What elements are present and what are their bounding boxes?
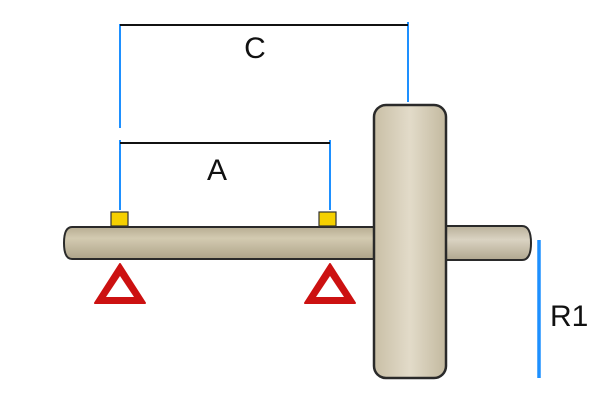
warning-triangle-icon	[94, 263, 146, 304]
dimension-label-a: A	[207, 154, 227, 187]
bearing-block-left	[110, 211, 129, 227]
bearing-block-right	[318, 211, 337, 227]
radius-label-r1: R1	[550, 300, 588, 333]
main-shaft	[62, 226, 377, 260]
warning-triangle-icon	[304, 263, 356, 304]
dimension-label-c: C	[244, 32, 266, 65]
wheel-disk	[372, 103, 448, 380]
shaft-stub	[439, 225, 533, 261]
